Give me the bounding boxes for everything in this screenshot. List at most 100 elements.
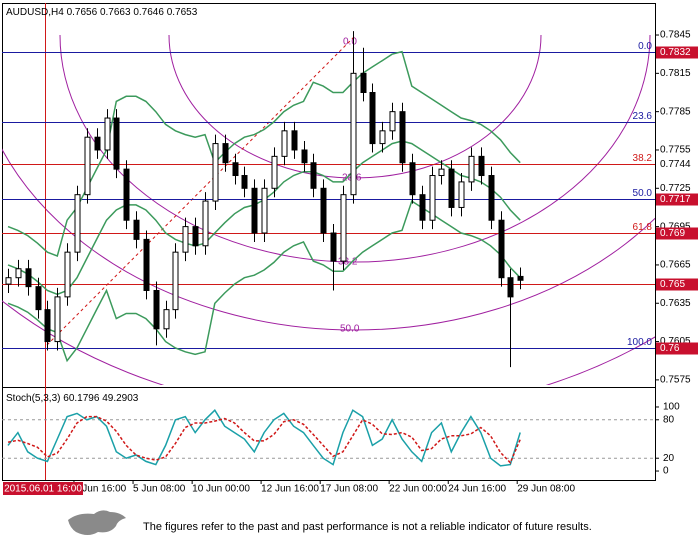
price-label: 0.769 (660, 228, 685, 239)
price-label: 0.7717 (660, 194, 691, 205)
level-label: 100.0 (627, 337, 652, 348)
candle-body (143, 238, 150, 291)
candle-body (458, 181, 465, 208)
arc-label: 50.0 (340, 324, 360, 335)
y-tick-label: 0.7635 (660, 298, 691, 309)
y-tick-label: 0.7665 (660, 260, 691, 271)
x-tick-label: 5 Jun 08:00 (133, 484, 186, 495)
candle-body (212, 143, 219, 202)
candle-body (429, 175, 436, 221)
candle-body (182, 226, 189, 253)
x-tick-label: 17 Jun 08:00 (320, 484, 378, 495)
frame (2, 3, 656, 481)
candle-body (35, 286, 42, 311)
plot: 0.78450.78150.77850.77550.77250.76950.76… (2, 30, 698, 495)
candle-body (448, 168, 455, 208)
level-label: 61.8 (633, 222, 653, 233)
arc-label: 0.0 (343, 37, 357, 48)
stoch-tick-label: 100 (663, 402, 680, 413)
price-box (656, 46, 698, 59)
y-tick-label: 0.7755 (660, 145, 691, 156)
candle-body (25, 268, 32, 288)
candle-body (74, 194, 81, 253)
price-box (656, 278, 698, 291)
price-box (656, 342, 698, 355)
candle-body (389, 111, 396, 132)
level-label: 23.6 (633, 111, 653, 122)
x-tick-label: 2015.06.01 16:00 (4, 484, 82, 495)
candle-body (104, 117, 111, 151)
candle-body (301, 149, 308, 164)
stoch-signal (7, 415, 521, 465)
stoch-tick-label: 80 (663, 414, 675, 425)
candle-body (271, 155, 278, 189)
candle-body (340, 194, 347, 262)
candle-body (64, 251, 71, 298)
disclaimer: The figures refer to the past and past p… (143, 521, 592, 533)
x-tick-label: 29 Jun 08:00 (517, 484, 575, 495)
candle-body (241, 175, 248, 189)
stoch-tick-label: 0 (663, 466, 669, 477)
stoch-main (7, 409, 521, 467)
candle-body (113, 117, 120, 170)
arc (2, 148, 655, 331)
candle-body (399, 111, 406, 164)
candle-body (192, 226, 199, 247)
price-label: 0.7744 (660, 159, 691, 170)
arc-label: 38.2 (338, 257, 358, 268)
x-tick-label: 3 Jun 16:00 (74, 484, 127, 495)
x-tick-label: 10 Jun 00:00 (192, 484, 250, 495)
logo (68, 510, 126, 535)
candle-body (468, 155, 475, 183)
level-label: 50.0 (633, 188, 653, 199)
candle-body (350, 72, 357, 196)
y-tick-label: 0.7605 (660, 336, 691, 347)
candle-body (94, 136, 101, 151)
candle-body (202, 200, 209, 247)
candle-body (478, 155, 485, 177)
y-tick-label: 0.7575 (660, 375, 691, 386)
price-label: 0.765 (660, 279, 685, 290)
candle-body (517, 275, 524, 281)
candle-body (310, 162, 317, 189)
chart-header: AUDUSD,H4 0.7656 0.7663 0.7646 0.7653 (6, 7, 198, 18)
candle-body (498, 219, 505, 279)
y-tick-label: 0.7845 (660, 30, 691, 41)
candle-body (379, 130, 386, 145)
level-label: 38.2 (633, 153, 653, 164)
y-tick-label: 0.7785 (660, 106, 691, 117)
candle-body (15, 268, 22, 279)
candle-body (507, 277, 514, 298)
footer (0, 497, 700, 552)
candle-body (222, 143, 229, 164)
candle-body (281, 130, 288, 157)
price-bg (656, 158, 698, 171)
trend-line (46, 34, 357, 346)
x-highlight-box (3, 482, 83, 495)
candle-body (330, 232, 337, 262)
candle-body (320, 187, 327, 234)
price-box (656, 193, 698, 206)
x-tick-label: 12 Jun 16:00 (261, 484, 319, 495)
candle-body (261, 187, 268, 234)
price-label: 0.7832 (660, 47, 691, 58)
stoch-tick-label: 20 (663, 453, 675, 464)
candle-body (84, 136, 91, 196)
candle-body (163, 309, 170, 330)
y-tick-label: 0.7725 (660, 183, 691, 194)
candle-body (153, 289, 160, 330)
stoch-header: Stoch(5,3,3) 60.1796 49.2903 (6, 393, 139, 404)
candle-body (291, 130, 298, 151)
candle-body (123, 168, 130, 221)
candle-body (419, 194, 426, 221)
candle-body (44, 309, 51, 343)
x-tick-label: 22 Jun 00:00 (389, 484, 447, 495)
candle-body (133, 219, 140, 240)
candle-body (232, 162, 239, 177)
candle-body (369, 91, 376, 145)
price-label: 0.76 (660, 343, 680, 354)
candle-body (438, 168, 445, 177)
band-upper (7, 50, 521, 257)
